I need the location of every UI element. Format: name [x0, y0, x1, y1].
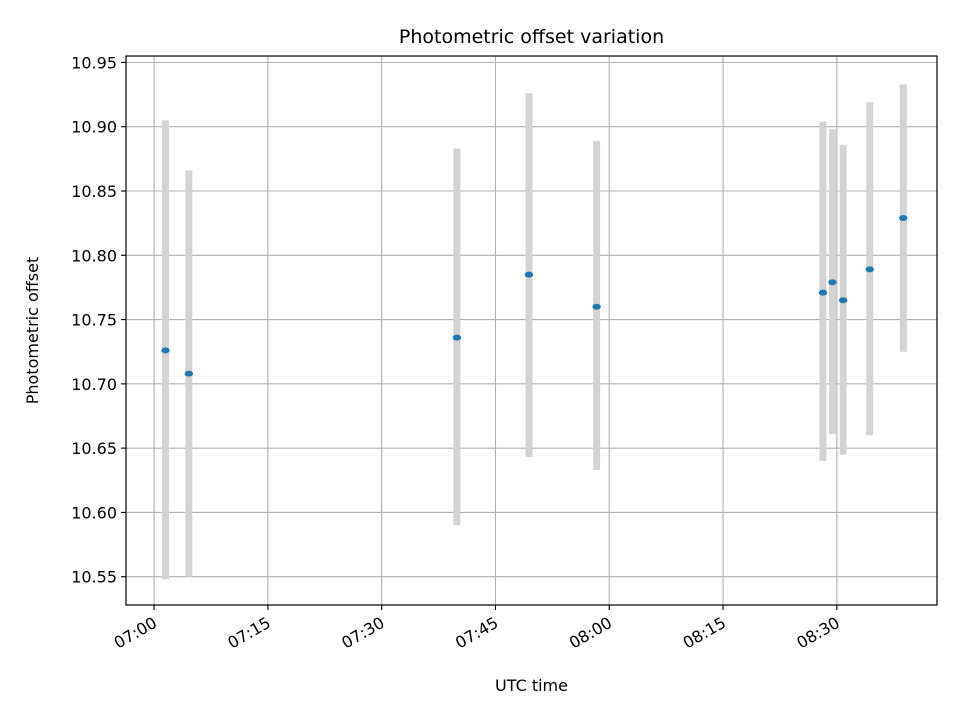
data-point [592, 303, 601, 310]
y-tick-label: 10.65 [71, 439, 117, 458]
data-point [838, 297, 848, 304]
y-axis-label: Photometric offset [23, 257, 42, 405]
x-axis-label: UTC time [495, 676, 568, 695]
data-point [899, 215, 908, 221]
data-point [452, 334, 462, 341]
data-point [524, 271, 534, 278]
data-points [161, 215, 908, 377]
y-tick-label: 10.70 [71, 375, 117, 394]
data-point [818, 289, 828, 296]
chart-title: Photometric offset variation [399, 26, 664, 48]
data-point [161, 347, 170, 354]
y-tick-label: 10.75 [71, 311, 117, 330]
data-point [828, 279, 837, 286]
plot-frame [125, 55, 938, 606]
y-tick-label: 10.60 [71, 503, 117, 522]
data-point [865, 266, 874, 273]
y-axis-ticks: 10.55 10.60 10.65 10.70 10.75 10.80 10.85 10.90… [71, 53, 126, 587]
y-tick-label: 10.80 [71, 246, 117, 265]
y-tick-label: 10.85 [71, 182, 117, 201]
data-point [184, 370, 194, 377]
y-tick-label: 10.90 [71, 118, 117, 137]
y-tick-label: 10.55 [71, 568, 117, 587]
y-tick-label: 10.95 [71, 53, 117, 72]
